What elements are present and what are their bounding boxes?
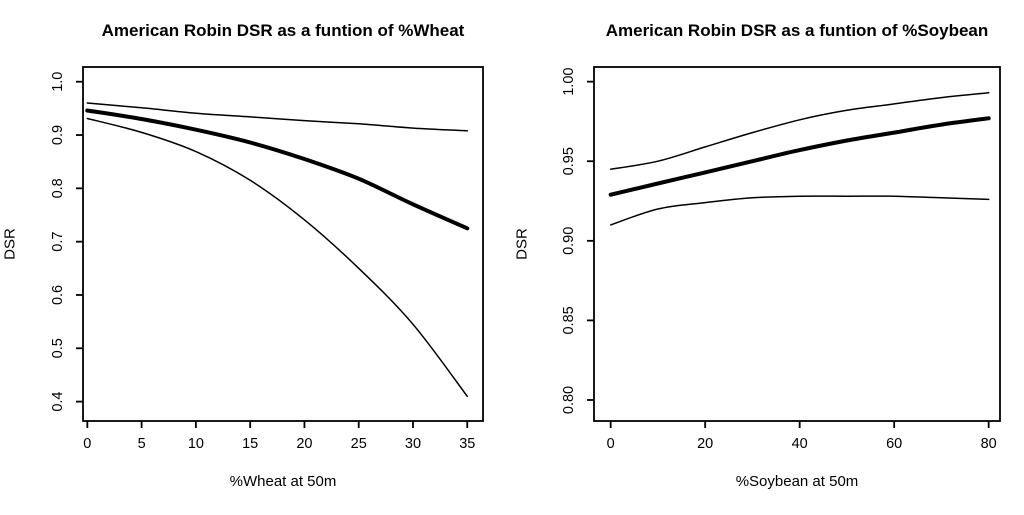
x-axis-tick-label: 20	[697, 436, 713, 452]
y-axis-tick-label: 0.5	[50, 338, 66, 358]
x-axis-tick-label: 15	[242, 436, 258, 452]
soybean-chart-panel: American Robin DSR as a funtion of %Soyb…	[512, 0, 1024, 515]
y-axis-tick-label: 0.7	[50, 232, 66, 252]
upper-confidence-limit-curve	[609, 92, 990, 170]
mean-estimate-curve	[608, 116, 991, 197]
y-axis-tick-label: 0.8	[50, 178, 66, 198]
soybean-chart-title: American Robin DSR as a funtion of %Soyb…	[605, 21, 989, 40]
wheat-y-axis-label: DSR	[1, 228, 19, 260]
soybean-x-axis-label: %Soybean at 50m	[735, 473, 859, 490]
y-axis-tick-label: 0.80	[561, 386, 577, 414]
wheat-x-axis-label: %Wheat at 50m	[229, 473, 337, 490]
wheat-chart-title: American Robin DSR as a funtion of %Whea…	[101, 21, 465, 40]
x-axis-tick-label: 40	[792, 436, 808, 452]
x-axis-tick-label: 35	[459, 436, 475, 452]
x-axis-tick-label: 10	[188, 436, 204, 452]
x-axis-tick-label: 0	[607, 436, 615, 452]
soybean-y-axis-label: DSR	[513, 228, 531, 260]
x-axis-tick-label: 25	[351, 436, 367, 452]
x-axis-tick-label: 0	[83, 436, 91, 452]
wheat-plot-svg: 0 5 10 15 20 25 30 35 0.4 0.5 0.6 0.7 0.8 0.9 1.0	[50, 66, 484, 452]
wheat-chart-panel: American Robin DSR as a funtion of %Whea…	[1, 21, 484, 490]
y-axis-tick-label: 1.00	[561, 68, 577, 96]
y-axis-tick-label: 0.4	[50, 392, 66, 412]
soybean-plot-svg: 0 20 40 60 80 0.80 0.85 0.90 0.95 1.00	[561, 66, 1001, 452]
y-axis-tick-label: 0.85	[561, 306, 577, 334]
upper-confidence-limit-curve	[86, 102, 469, 132]
x-axis-tick-label: 60	[886, 436, 902, 452]
y-axis-tick-label: 1.0	[50, 72, 66, 92]
y-axis-tick-label: 0.90	[561, 227, 577, 255]
y-axis-tick-label: 0.9	[50, 125, 66, 145]
mean-estimate-curve	[85, 108, 470, 231]
plot-box	[593, 66, 1001, 422]
lower-confidence-limit-curve	[609, 195, 990, 226]
x-axis-tick-label: 20	[296, 436, 312, 452]
y-axis-tick-label: 0.95	[561, 147, 577, 175]
x-axis-tick-label: 5	[138, 436, 146, 452]
plot-box	[82, 66, 484, 422]
x-axis-tick-label: 30	[405, 436, 421, 452]
y-axis-tick-label: 0.6	[50, 285, 66, 305]
x-axis-tick-label: 80	[981, 436, 997, 452]
lower-confidence-limit-curve	[86, 117, 469, 398]
